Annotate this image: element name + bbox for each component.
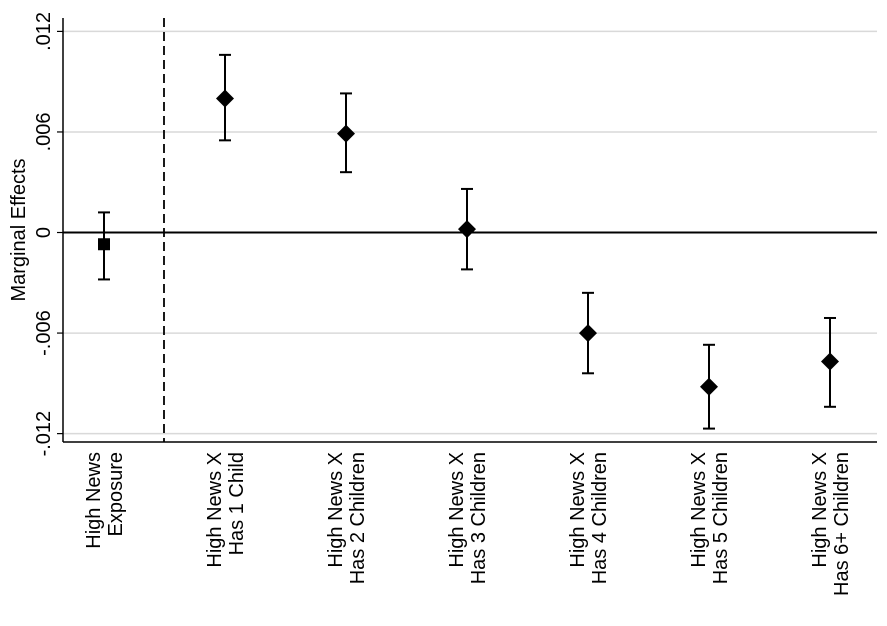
diamond-marker [700,377,718,396]
diamond-marker [579,324,597,343]
category-label-line: High News X [446,452,468,568]
category-label: High News XHas 1 Child [204,452,248,568]
category-label-line: Exposure [105,452,127,537]
category-label: High News XHas 2 Children [325,452,369,584]
estimate-group [337,92,355,174]
y-tick-label: -.012 [33,411,55,457]
category-label-line: High News [83,452,105,549]
x-category-labels: High NewsExposure High News XHas 1 Child H… [83,452,853,596]
category-label: High News XHas 5 Children [688,452,732,584]
category-label-line: High News X [204,452,226,568]
square-marker [98,238,110,251]
category-label-line: Has 2 Children [347,452,369,584]
diamond-marker [458,220,476,239]
category-label-line: High News X [809,452,831,568]
diamond-marker [821,352,839,371]
y-tick-label: .006 [33,112,55,151]
y-tick-labels: -.012 -.006 0 .006 .012 [33,12,55,456]
y-tick-label: 0 [33,227,55,238]
category-label-line: Has 4 Children [589,452,611,584]
category-label-line: High News X [567,452,589,568]
category-label: High News XHas 4 Children [567,452,611,584]
y-tick-label: .012 [33,12,55,51]
y-tick-label: -.006 [33,310,55,356]
estimate-group [458,187,476,271]
diamond-marker [337,124,355,143]
category-label: High News XHas 6+ Children [809,452,853,596]
estimate-group [700,343,718,430]
category-label-line: Has 5 Children [710,452,732,584]
y-axis-title: Marginal Effects [8,158,30,301]
estimate-group [579,291,597,375]
gridlines [63,30,877,435]
estimates [98,53,839,430]
category-label-line: Has 1 Child [226,452,248,555]
category-label-line: High News X [325,452,347,568]
category-label-line: Has 3 Children [468,452,490,584]
diamond-marker [216,89,234,108]
y-axis [57,18,877,443]
category-label-line: High News X [688,452,710,568]
estimate-group [98,211,110,281]
category-label: High NewsExposure [83,452,127,549]
estimate-group [821,316,839,408]
category-label-line: Has 6+ Children [831,452,853,596]
estimate-group [216,53,234,142]
category-label: High News XHas 3 Children [446,452,490,584]
